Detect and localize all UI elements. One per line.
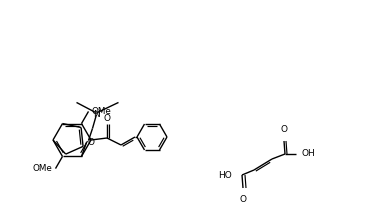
Text: HO: HO bbox=[218, 171, 232, 180]
Text: O: O bbox=[239, 195, 247, 204]
Text: OMe: OMe bbox=[33, 164, 53, 173]
Text: O: O bbox=[280, 125, 288, 134]
Text: OH: OH bbox=[302, 150, 316, 159]
Text: N: N bbox=[93, 110, 100, 119]
Text: OMe: OMe bbox=[91, 107, 111, 116]
Text: O: O bbox=[88, 138, 94, 147]
Text: O: O bbox=[103, 114, 110, 123]
